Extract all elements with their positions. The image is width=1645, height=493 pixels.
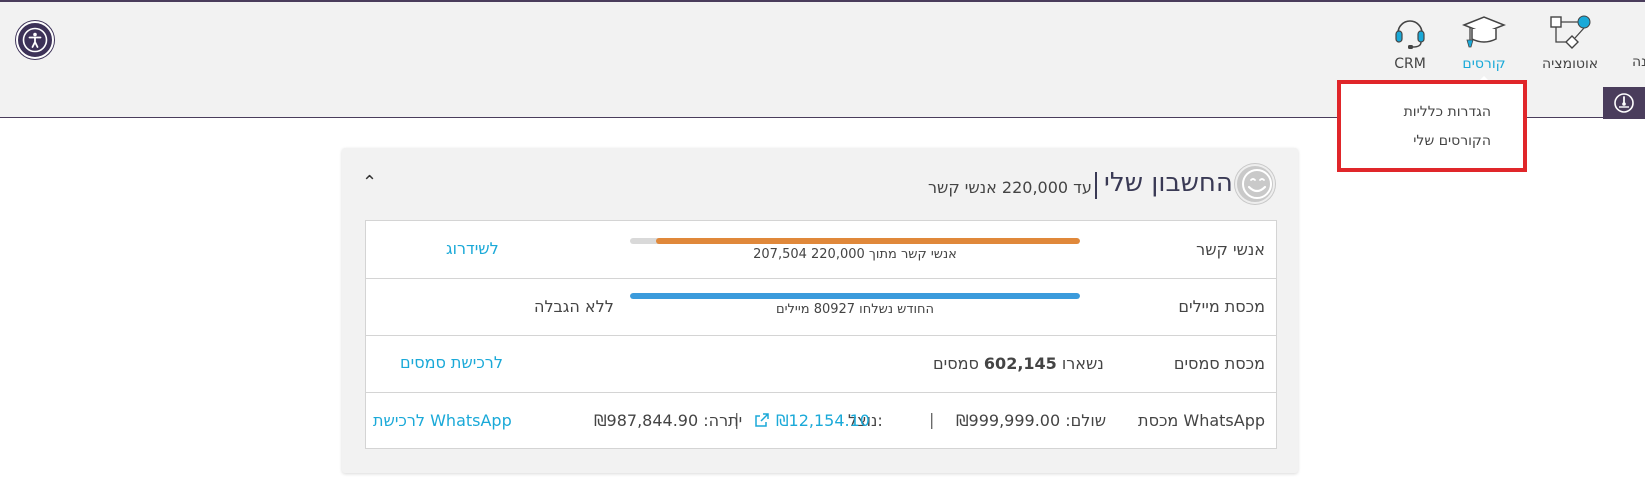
mails-progress-bar: [630, 293, 1080, 299]
top-border: [0, 0, 1645, 2]
contacts-label: אנשי קשר: [1196, 240, 1265, 259]
sms-remaining-count: 602,145: [983, 354, 1057, 373]
whatsapp-used-label: נוצל:: [848, 411, 883, 430]
graduation-cap-icon: [1462, 16, 1506, 48]
whatsapp-balance: יתרה: ₪987,844.90: [594, 411, 743, 430]
buy-sms-link[interactable]: לרכישת סמסים: [400, 353, 503, 372]
separator: |: [734, 410, 740, 429]
sms-label: מכסת סמסים: [1173, 354, 1265, 373]
sms-remaining: נשארו 602,145 סמסים: [933, 354, 1104, 373]
plan-subtitle: עד 220,000 אנשי קשר: [928, 178, 1092, 197]
headset-icon: [1395, 20, 1425, 49]
smiley-icon: [1235, 164, 1275, 204]
table-row-mails: מכסת מיילים החודש נשלחו 80927 מיילים ללא…: [366, 278, 1276, 336]
nav-label-automation: אוטומציה: [1542, 56, 1599, 72]
table-row-sms: מכסת סמסים נשארו 602,145 סמסים לרכישת סמ…: [366, 335, 1276, 393]
nav-item-automation[interactable]: אוטומציה: [1542, 14, 1598, 72]
contacts-usage-text: 207,504 אנשי קשר מתוך 220,000: [753, 247, 957, 262]
whatsapp-label: מכסת WhatsApp: [1138, 411, 1265, 430]
mails-label: מכסת מיילים: [1178, 297, 1265, 316]
courses-dropdown-menu: הגדרות כלליות הקורסים שלי: [1337, 80, 1527, 172]
menu-item-general-settings[interactable]: הגדרות כלליות: [1403, 104, 1491, 120]
contacts-progress-bar: [630, 238, 1080, 244]
mails-progress-fill: [630, 293, 1080, 299]
upgrade-link[interactable]: לשידרוג: [446, 239, 499, 258]
menu-item-my-courses[interactable]: הקורסים שלי: [1413, 133, 1491, 149]
buy-whatsapp-link[interactable]: לרכישת WhatsApp: [373, 411, 512, 430]
nav-item-courses[interactable]: קורסים: [1462, 14, 1506, 82]
collapse-chevron-icon[interactable]: ⌃: [362, 172, 378, 193]
nav-label-crm: CRM: [1394, 56, 1426, 72]
flow-icon: [1550, 15, 1591, 49]
dashboard-button[interactable]: [1603, 87, 1645, 119]
mails-limit-text: ללא הגבלה: [534, 297, 614, 316]
account-quota-table: אנשי קשר 207,504 אנשי קשר מתוך 220,000 ל…: [365, 220, 1277, 449]
table-row-contacts: אנשי קשר 207,504 אנשי קשר מתוך 220,000 ל…: [366, 221, 1276, 279]
whatsapp-used-value[interactable]: ₪12,154.10: [776, 411, 870, 430]
avatar: [1234, 163, 1276, 205]
page-title: החשבון שלי: [1104, 168, 1233, 198]
external-link-icon[interactable]: [754, 412, 770, 428]
contacts-progress-fill: [655, 238, 1080, 244]
mails-usage-text: החודש נשלחו 80927 מיילים: [775, 302, 934, 317]
accessibility-button[interactable]: [16, 21, 54, 59]
table-row-whatsapp: מכסת WhatsApp שולם: ₪999,999.00 | נוצל: …: [366, 392, 1276, 449]
gauge-icon: [1614, 93, 1634, 113]
nav-label-courses: קורסים: [1462, 56, 1506, 72]
accessibility-icon: [22, 27, 48, 53]
sms-remaining-suffix: סמסים: [933, 354, 979, 373]
separator: |: [929, 410, 935, 429]
nav-item-partial[interactable]: נה: [1632, 54, 1645, 70]
title-divider: [1095, 172, 1097, 199]
whatsapp-paid: שולם: ₪999,999.00: [956, 411, 1107, 430]
sms-remaining-prefix: נשארו: [1061, 354, 1104, 373]
nav-item-crm[interactable]: CRM: [1393, 14, 1427, 72]
